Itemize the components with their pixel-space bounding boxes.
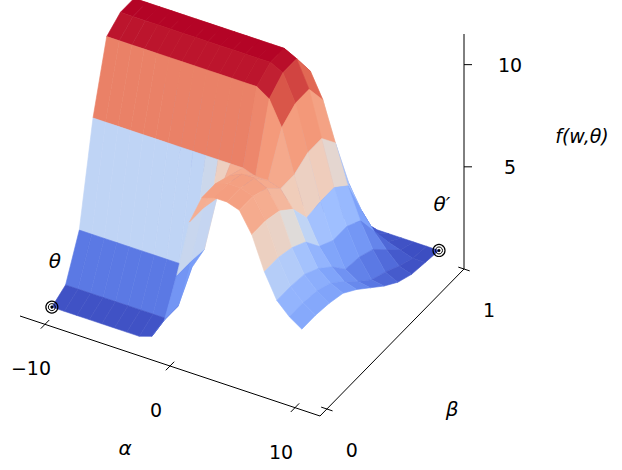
svg-text:1: 1 bbox=[483, 299, 495, 321]
svg-text:5: 5 bbox=[504, 156, 516, 178]
svg-text:β: β bbox=[445, 397, 459, 421]
svg-text:f(w,θ): f(w,θ) bbox=[555, 125, 609, 147]
svg-text:α: α bbox=[118, 436, 131, 460]
svg-text:θ′: θ′ bbox=[434, 192, 451, 216]
svg-text:θ: θ bbox=[49, 249, 61, 273]
svg-text:10: 10 bbox=[269, 441, 293, 463]
svg-text:0: 0 bbox=[150, 399, 162, 421]
svg-text:−10: −10 bbox=[11, 357, 51, 379]
svg-text:10: 10 bbox=[498, 54, 522, 76]
svg-text:0: 0 bbox=[346, 439, 358, 461]
